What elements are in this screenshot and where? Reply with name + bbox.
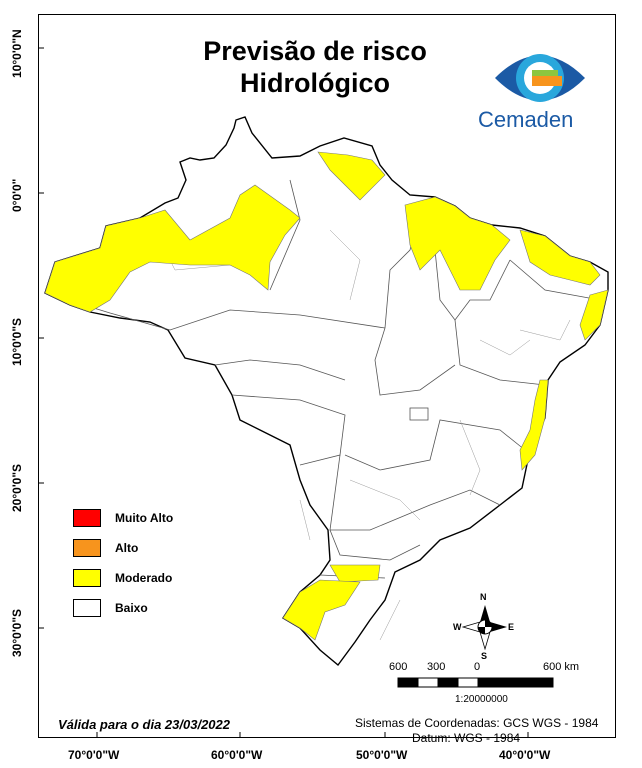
cemaden-logo-icon	[495, 54, 585, 102]
legend-row-moderado: Moderado	[73, 568, 172, 588]
scale-label-0: 0	[474, 661, 481, 673]
scale-label-300: 300	[427, 661, 446, 673]
legend-label: Muito Alto	[115, 511, 174, 525]
legend-row-baixo: Baixo	[73, 598, 148, 618]
legend-label: Alto	[115, 541, 139, 555]
lat-label-10n: 10°0'0"N	[10, 29, 24, 78]
risk-area-pe-coast	[579, 289, 609, 341]
compass-s: S	[481, 651, 488, 661]
datum: Datum: WGS - 1984	[412, 731, 521, 745]
scale-label-600km: 600 km	[543, 661, 580, 673]
lon-label-60w: 60°0'0"W	[211, 748, 263, 762]
legend-swatch	[73, 539, 101, 557]
risk-area-maranhao	[404, 196, 511, 291]
risk-area-ceara	[519, 229, 601, 286]
lat-label-0: 0°0'0"	[10, 178, 24, 212]
compass-n: N	[480, 592, 487, 602]
legend-label: Baixo	[115, 601, 148, 615]
lat-label-20s: 20°0'0"S	[10, 463, 24, 512]
risk-area-west-amazon	[44, 184, 301, 313]
legend-row-alto: Alto	[73, 538, 138, 558]
lon-label-70w: 70°0'0"W	[68, 748, 120, 762]
legend-label: Moderado	[115, 571, 173, 585]
valid-date: Válida para o dia 23/03/2022	[58, 717, 230, 732]
scale-bar	[397, 677, 554, 688]
scale-ratio: 1:20000000	[455, 694, 508, 705]
legend-row-muito-alto: Muito Alto	[73, 508, 173, 528]
legend-swatch	[73, 599, 101, 617]
lon-label-40w: 40°0'0"W	[499, 748, 551, 762]
map-title-line1: Previsão de risco	[203, 36, 427, 66]
compass-e: E	[508, 622, 515, 632]
coord-system: Sistemas de Coordenadas: GCS WGS - 1984	[355, 716, 599, 730]
legend-swatch	[73, 509, 101, 527]
risk-area-amapa	[317, 151, 386, 201]
lat-label-10s: 10°0'0"S	[10, 317, 24, 366]
scale-label-600: 600	[389, 661, 408, 673]
compass-rose-icon	[461, 605, 507, 651]
lat-label-30s: 30°0'0"S	[10, 608, 24, 657]
lon-label-50w: 50°0'0"W	[356, 748, 408, 762]
risk-area-rs	[282, 579, 361, 641]
risk-area-sc	[329, 564, 381, 583]
legend-swatch	[73, 569, 101, 587]
logo-name: Cemaden	[478, 107, 574, 132]
map-title-line2: Hidrológico	[240, 68, 390, 98]
risk-area-bahia-south	[519, 379, 549, 471]
compass-w: W	[453, 622, 462, 632]
